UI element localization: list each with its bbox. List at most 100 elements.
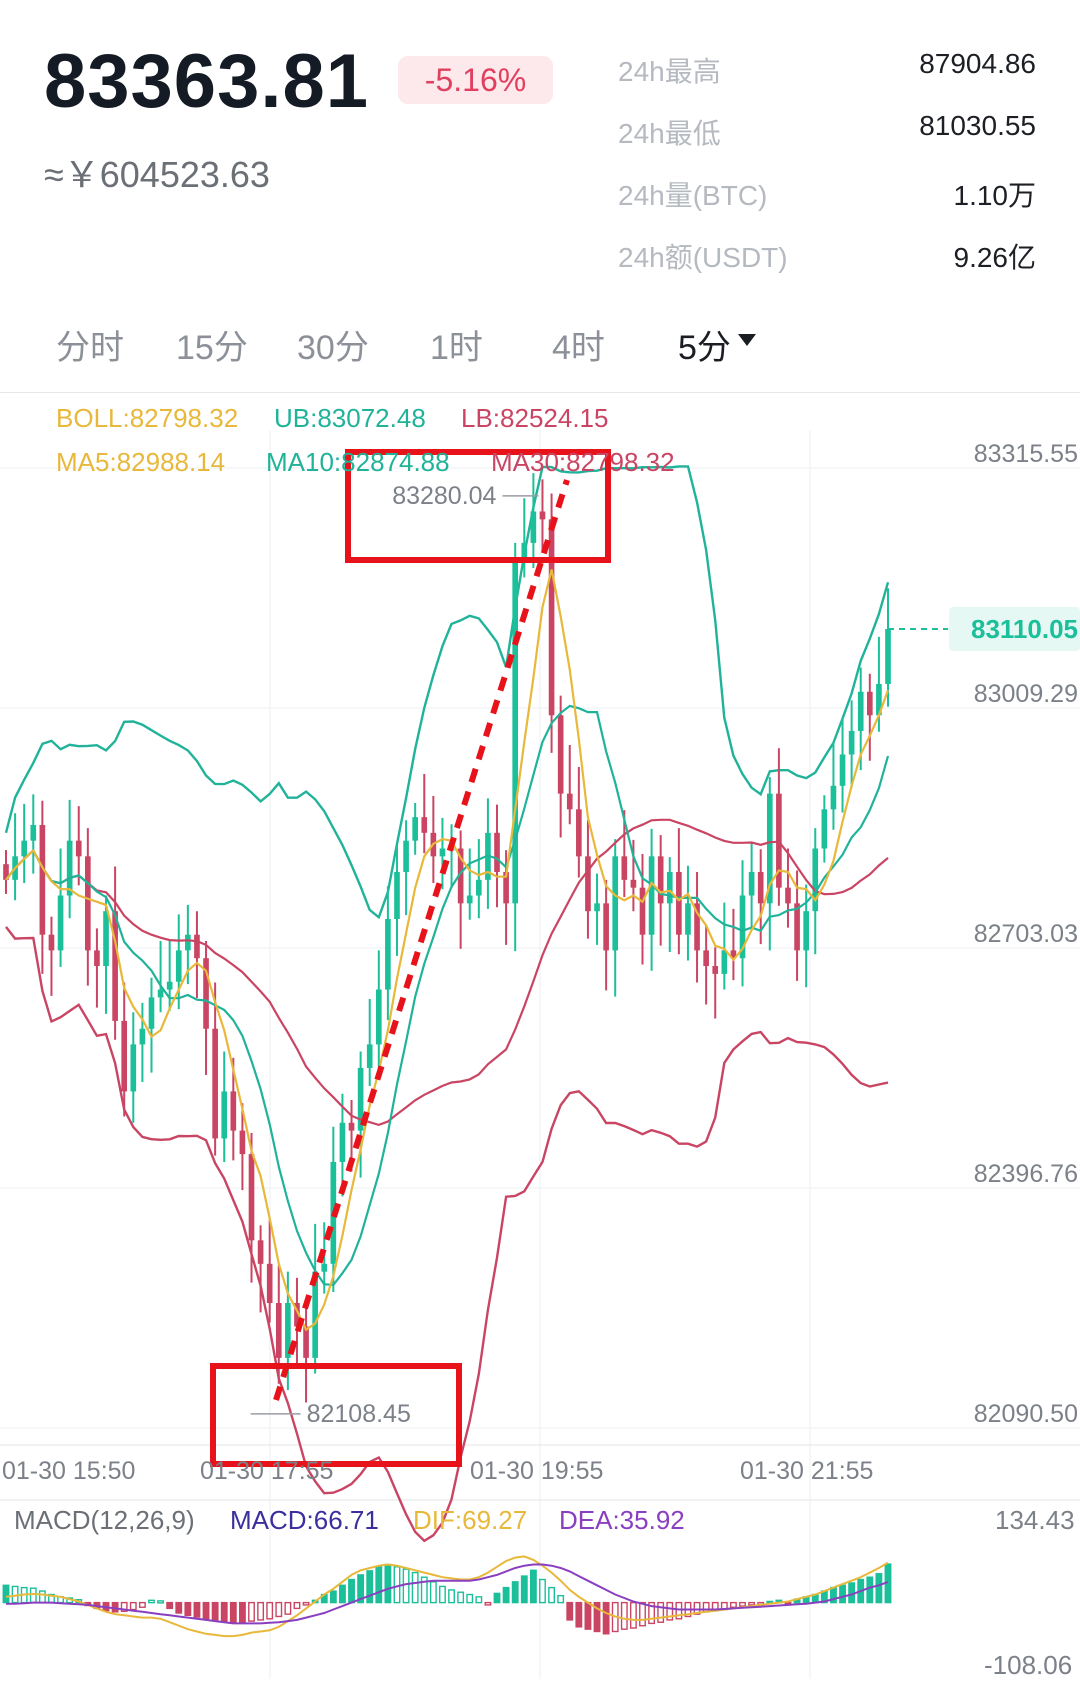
candle-body — [75, 840, 82, 857]
candle-body — [394, 872, 400, 920]
legend-ma5: MA5:82988.14 — [56, 447, 226, 477]
candle-body — [385, 919, 391, 990]
y-tick-label: 83009.29 — [974, 680, 1078, 708]
annotation-box-high — [345, 449, 611, 563]
bollinger-bands — [4, 465, 890, 1543]
candle — [194, 911, 200, 999]
candle — [648, 828, 655, 971]
stat-value-low: 81030.55 — [919, 110, 1036, 141]
axis-labels: 83315.55 83009.29 82703.03 82396.76 82090.50… — [2, 440, 1078, 1485]
legend-ub: UB:83072.48 — [274, 403, 426, 433]
legend-boll: BOLL:82798.32 — [56, 403, 239, 433]
macd-bar — [602, 1601, 610, 1635]
candle — [539, 479, 546, 551]
candle — [203, 940, 209, 1075]
dea-line — [6, 1563, 889, 1625]
tab-timeshare[interactable]: 分时 — [56, 329, 124, 367]
candle-body — [830, 785, 837, 810]
candle-body — [803, 911, 809, 951]
ma30-line — [5, 818, 889, 1127]
tab-15min[interactable]: 15分 — [176, 329, 248, 367]
candle-body — [612, 856, 619, 951]
candle-body — [312, 1271, 318, 1358]
candle — [339, 1093, 346, 1197]
candle-body — [494, 832, 500, 873]
macd-bar — [593, 1601, 601, 1633]
candle — [621, 810, 628, 898]
candle — [730, 908, 737, 981]
macd-bar — [529, 1569, 537, 1604]
candle-body — [521, 542, 528, 559]
macd-bar — [411, 1571, 419, 1604]
candle — [375, 950, 382, 1069]
candle — [821, 795, 828, 863]
candle-body — [748, 872, 755, 896]
candle-body — [239, 1130, 246, 1155]
candle-body — [821, 809, 828, 849]
chart-grid — [0, 430, 1080, 1679]
candle-body — [266, 1263, 273, 1304]
kline-chart[interactable]: 83110.05 83315.55 83009.29 82703.03 82396.7… — [0, 392, 1080, 1679]
candle — [576, 766, 582, 878]
macd-bar — [375, 1566, 383, 1604]
tab-1h[interactable]: 1时 — [430, 329, 483, 367]
macd-bar — [493, 1592, 501, 1604]
candle-body — [876, 683, 882, 716]
candle-body — [66, 840, 73, 896]
stat-label-high: 24h最高 — [618, 56, 721, 87]
candle — [239, 1103, 246, 1191]
candle — [321, 1222, 328, 1294]
macd-bar — [384, 1563, 392, 1604]
candle — [130, 1012, 137, 1123]
candle — [75, 806, 82, 886]
tab-5min[interactable]: 5分 — [678, 329, 731, 367]
macd-bar — [166, 1601, 174, 1610]
candle — [12, 813, 18, 901]
y-tick-label: 82090.50 — [974, 1400, 1078, 1428]
macd-bar — [202, 1601, 210, 1620]
macd-bar — [175, 1601, 183, 1614]
candle — [594, 873, 600, 945]
candle-body — [103, 911, 109, 967]
candle-body — [657, 856, 664, 904]
candle — [521, 498, 528, 578]
macd-bar — [657, 1601, 665, 1623]
candle-body — [766, 793, 773, 904]
macd-bar — [284, 1601, 292, 1615]
candle-body — [866, 691, 873, 716]
macd-bar — [575, 1601, 583, 1628]
candle-body — [548, 519, 555, 716]
candle-body — [357, 1067, 364, 1131]
macd-bar — [866, 1576, 874, 1604]
candle — [530, 473, 537, 568]
candle — [839, 717, 846, 813]
tab-30min[interactable]: 30分 — [297, 329, 369, 367]
candle-body — [57, 895, 64, 951]
macd-bar — [466, 1593, 474, 1604]
macd-bar — [739, 1601, 746, 1607]
annotations — [210, 449, 611, 1467]
candle — [94, 928, 100, 1008]
tab-4h[interactable]: 4时 — [552, 329, 605, 367]
candle — [657, 835, 664, 946]
candle-body — [712, 966, 719, 974]
candle — [385, 886, 391, 1021]
high-marker-label: 83280.04 — [392, 482, 496, 510]
legend-ma10: MA10:82874.88 — [266, 447, 450, 477]
macd-bar — [2, 1584, 10, 1604]
macd-bar — [275, 1601, 283, 1618]
candle-body — [557, 715, 564, 794]
candle-body — [603, 903, 609, 951]
macd-title: MACD(12,26,9) — [14, 1505, 195, 1535]
macd-bar — [639, 1601, 646, 1627]
candle-body — [785, 887, 791, 904]
candle-body — [848, 730, 855, 755]
macd-bar — [693, 1601, 701, 1615]
candle — [512, 542, 519, 952]
candle-body — [857, 691, 864, 731]
macd-bar — [839, 1584, 846, 1604]
chevron-down-icon[interactable] — [738, 334, 756, 346]
macd-bar — [129, 1601, 137, 1611]
candle-body — [30, 824, 37, 841]
candle-body — [794, 903, 800, 951]
